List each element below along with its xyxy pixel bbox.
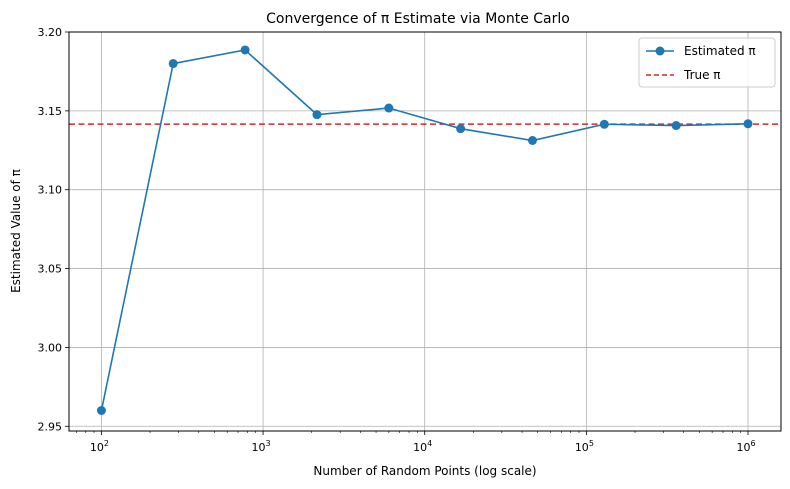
data-point (456, 124, 466, 134)
y-axis-label: Estimated Value of π (9, 169, 23, 293)
grid-lines (69, 31, 781, 431)
x-tick-label: 102 (90, 439, 109, 454)
y-axis-ticks: 2.95 3.00 3.05 3.10 3.15 3.20 (38, 26, 69, 433)
legend-series-marker (655, 46, 665, 56)
x-axis-label: Number of Random Points (log scale) (313, 464, 536, 478)
y-tick-label: 3.00 (38, 341, 63, 354)
y-tick-label: 3.05 (38, 263, 63, 276)
legend-reference-label: True π (683, 68, 721, 82)
legend-series-label: Estimated π (684, 44, 756, 58)
data-point (671, 121, 681, 131)
chart-title: Convergence of π Estimate via Monte Carl… (266, 11, 570, 27)
data-point (96, 405, 106, 415)
data-point (168, 59, 178, 69)
y-tick-label: 3.15 (38, 105, 63, 118)
legend: Estimated π True π (638, 37, 776, 88)
data-point (743, 119, 753, 129)
data-point (599, 119, 609, 129)
x-tick-label: 103 (252, 439, 271, 454)
series-layer (96, 45, 753, 415)
data-point (527, 136, 537, 146)
series-line (100, 49, 749, 411)
data-point (312, 110, 322, 120)
y-tick-label: 2.95 (38, 420, 63, 433)
x-tick-label: 106 (736, 439, 755, 454)
data-point (240, 45, 250, 55)
data-point (384, 103, 394, 113)
x-axis-ticks: 102 103 104 105 106 (76, 431, 756, 454)
y-tick-label: 3.20 (38, 26, 63, 39)
x-tick-label: 104 (413, 439, 432, 454)
x-tick-label: 105 (575, 439, 594, 454)
y-tick-label: 3.10 (38, 184, 63, 197)
